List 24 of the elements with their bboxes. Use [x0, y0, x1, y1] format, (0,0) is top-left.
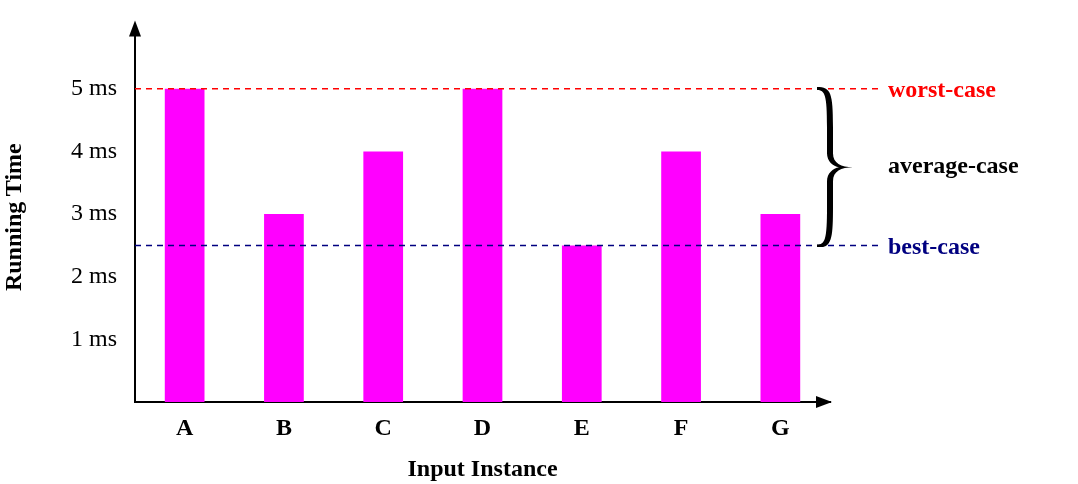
bar — [760, 214, 801, 402]
y-tick-label: 4 ms — [70, 136, 117, 163]
y-tick-label: 1 ms — [70, 324, 117, 351]
x-tick-label: C — [374, 413, 392, 440]
x-tick-label: E — [573, 413, 590, 440]
x-tick-label: F — [673, 413, 689, 440]
x-tick-label: A — [175, 413, 194, 440]
bar — [462, 88, 503, 402]
y-tick-label: 5 ms — [70, 74, 117, 101]
bar — [661, 151, 701, 402]
x-tick-label: D — [473, 413, 492, 440]
text: average-case — [888, 152, 1019, 179]
y-tick-label: 2 ms — [70, 262, 117, 289]
bar — [363, 151, 404, 402]
y-axis-title: Running Time — [0, 142, 26, 292]
bar — [264, 214, 304, 402]
bar — [561, 245, 602, 402]
ref-line-label: best-case — [888, 232, 981, 259]
ref-line-label: worst-case — [888, 75, 997, 102]
x-tick-label: G — [771, 413, 791, 440]
bar — [164, 88, 205, 402]
x-axis-title: Input Instance — [407, 454, 558, 481]
x-tick-label: B — [275, 413, 292, 440]
y-tick-label: 3 ms — [70, 199, 117, 226]
